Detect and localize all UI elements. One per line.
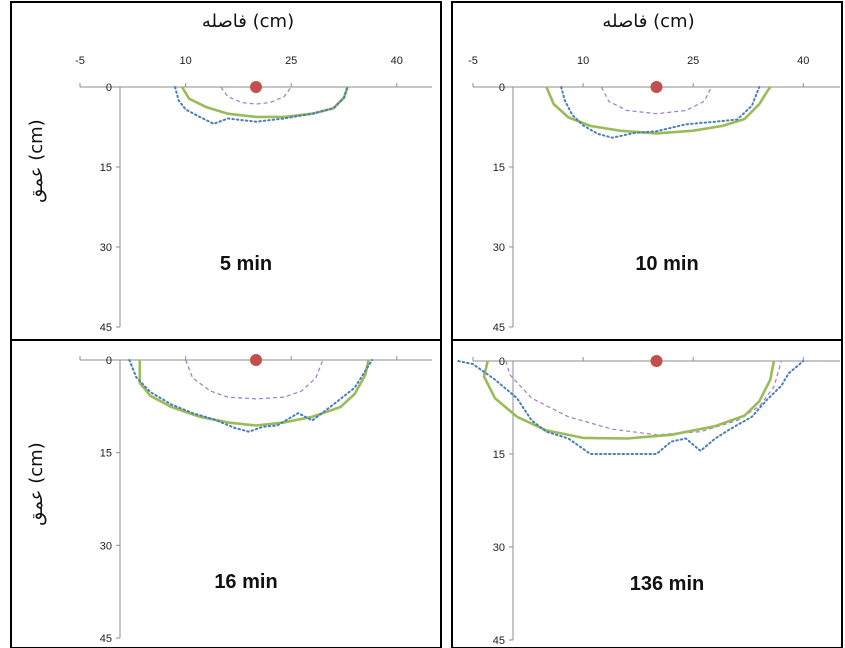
y-tick-label: 15: [493, 162, 505, 174]
y-tick-label: 0: [106, 355, 112, 367]
panel-border: [451, 1, 843, 341]
y-tick-label: 15: [493, 449, 505, 461]
series-solid-line: [545, 86, 772, 135]
y-tick-label: 45: [493, 635, 505, 647]
series-dashed-line: [600, 86, 713, 115]
series-dotted-line: [457, 360, 805, 455]
y-tick-label: 0: [499, 356, 505, 368]
series-solid-line: [180, 86, 349, 119]
y-tick-label: 30: [493, 542, 505, 554]
x-tick-label: -5: [75, 55, 85, 67]
y-axis-title: عمق (cm): [26, 442, 47, 525]
panel-title: 5 min: [220, 253, 272, 275]
x-axis-title: فاصله (cm): [602, 11, 694, 32]
series-dotted-line: [560, 86, 761, 139]
y-tick-label: 0: [106, 82, 112, 94]
panel-10-min: 0 15 30 45 -5 10 25 40 فاصله (cm) 10 min: [451, 1, 843, 341]
y-tick-label: 15: [100, 162, 112, 174]
panel-title: 16 min: [214, 571, 277, 593]
panel-136-min: 0 15 30 45 136 min: [451, 339, 843, 648]
series-dotted-line: [174, 86, 349, 125]
series-dashed-line: [185, 359, 324, 400]
x-tick-label: 40: [391, 55, 403, 67]
panel-title: 10 min: [635, 253, 698, 275]
x-tick-label: 25: [285, 55, 297, 67]
series-dotted-line: [128, 359, 374, 433]
y-axis-title: عمق (cm): [26, 119, 47, 202]
panel-border: [451, 339, 843, 648]
x-axis-title: فاصله (cm): [202, 11, 294, 32]
panel-border: [10, 339, 442, 648]
x-tick-label: 10: [577, 55, 589, 67]
x-tick-label: 10: [179, 55, 191, 67]
y-tick-label: 45: [100, 633, 112, 645]
series-solid-line: [138, 359, 370, 427]
x-tick-label: 40: [797, 55, 809, 67]
source-point-marker: [250, 354, 262, 366]
source-point-marker: [250, 81, 262, 93]
y-tick-label: 30: [100, 540, 112, 552]
source-point-marker: [650, 355, 663, 367]
panel-title: 136 min: [630, 573, 704, 595]
y-tick-label: 30: [493, 242, 505, 254]
panel-5-min: 0 15 30 45 -5 10 25 40 فاصله (cm) عمق (cm) 5 min: [10, 1, 442, 341]
y-tick-label: 45: [100, 322, 112, 334]
y-tick-label: 45: [493, 322, 505, 334]
panel-16-min: 0 15 30 45 عمق (cm) 16 min: [10, 339, 442, 648]
series-solid-line: [482, 360, 776, 440]
y-tick-label: 0: [499, 82, 505, 94]
x-tick-label: 25: [687, 55, 699, 67]
x-tick-label: -5: [468, 55, 478, 67]
y-tick-label: 15: [100, 448, 112, 460]
series-dashed-line: [220, 86, 292, 105]
panel-border: [10, 1, 442, 341]
y-tick-label: 30: [100, 242, 112, 254]
source-point-marker: [650, 81, 663, 93]
